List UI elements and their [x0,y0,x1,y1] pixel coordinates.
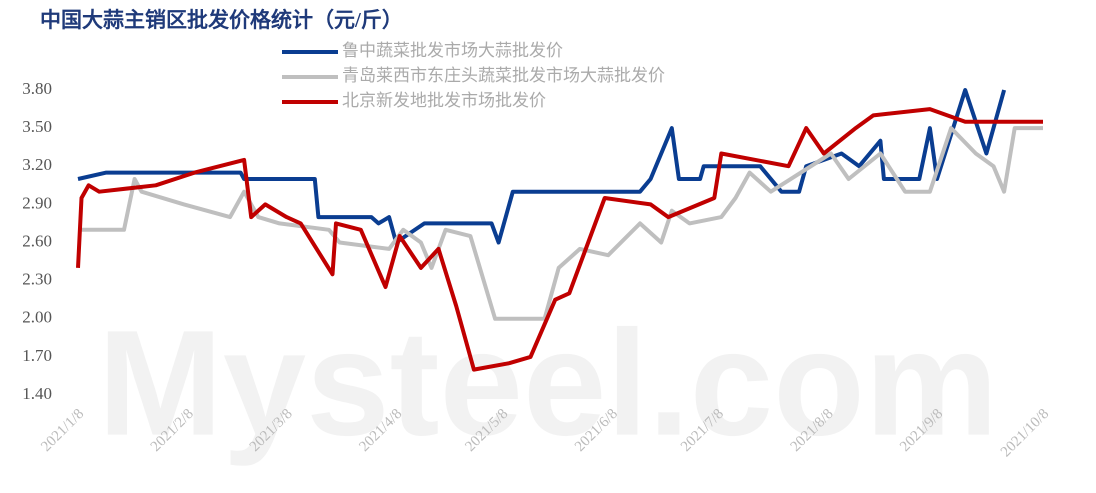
legend-label: 鲁中蔬菜批发市场大蒜批发价 [342,41,563,60]
series-line [78,126,1043,321]
y-tick-label: 2.60 [22,231,52,250]
x-tick-label: 2021/10/8 [998,406,1052,460]
y-tick-label: 3.80 [22,79,52,98]
legend-label: 青岛莱西市东庄头蔬菜批发市场大蒜批发价 [342,66,665,85]
y-tick-label: 2.00 [22,308,52,327]
series-line [77,88,1007,245]
y-tick-label: 1.70 [22,346,52,365]
y-tick-label: 2.90 [22,193,52,212]
watermark: Mysteel.com [98,299,998,467]
y-tick-label: 2.30 [22,270,52,289]
series-line [76,107,1043,372]
legend-label: 北京新发地批发市场批发价 [342,91,546,110]
y-tick-label: 3.50 [22,117,52,136]
x-tick-label: 2021/1/8 [38,406,87,455]
chart-title: 中国大蒜主销区批发价格统计（元/斤） [40,8,403,32]
y-tick-label: 1.40 [22,384,52,403]
y-tick-label: 3.20 [22,155,52,174]
